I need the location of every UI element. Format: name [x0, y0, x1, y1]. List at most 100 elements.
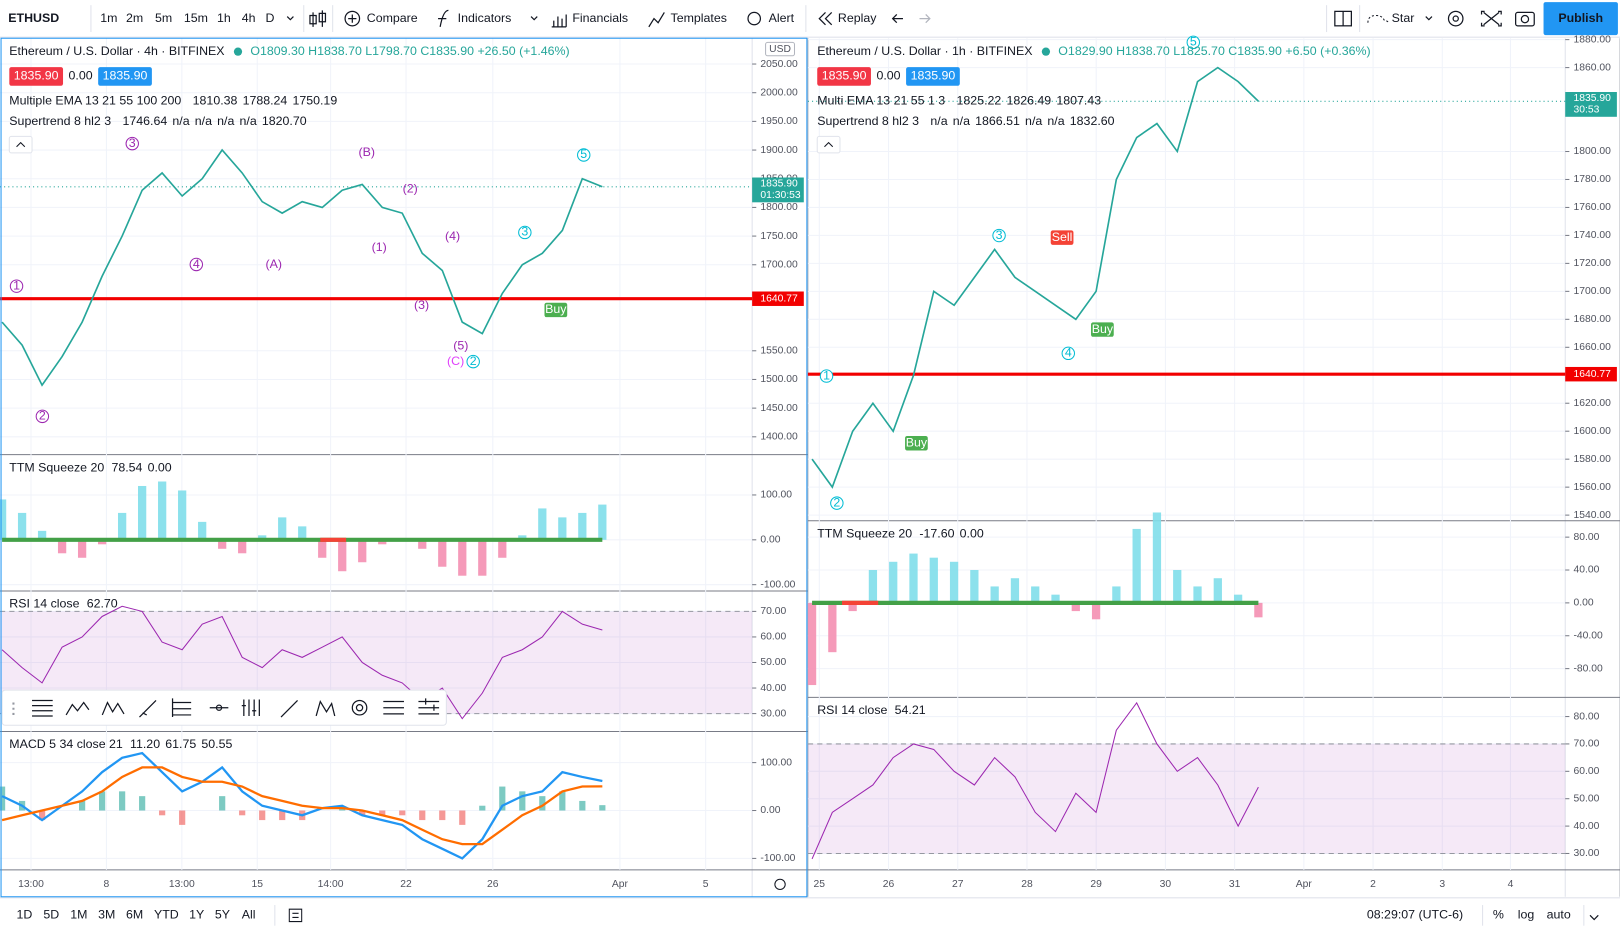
- ema-value: 1826.49: [1006, 94, 1051, 108]
- chart-type-icon[interactable]: [309, 10, 327, 27]
- bottom-dropdown[interactable]: [1589, 914, 1599, 921]
- y-tick-label: 1780.00: [1573, 174, 1611, 185]
- date-range-icon[interactable]: [288, 908, 303, 923]
- draw-tool[interactable]: [171, 698, 192, 718]
- macd-bar: [38, 810, 46, 821]
- macd-name: MACD 5 34 close 21: [9, 737, 123, 751]
- wave-circle: [518, 225, 532, 240]
- alert-icon[interactable]: [747, 11, 762, 26]
- symbol[interactable]: ETHUSD: [8, 11, 59, 25]
- settings-icon[interactable]: [1447, 10, 1464, 27]
- currency-tag: [765, 41, 796, 57]
- wave-circle: [819, 369, 834, 383]
- draw-tool[interactable]: [65, 701, 90, 716]
- draw-tool[interactable]: [383, 700, 404, 715]
- indicators-button[interactable]: Indicators: [458, 11, 512, 25]
- interval-button[interactable]: 1h: [217, 11, 231, 25]
- templates-icon[interactable]: [648, 12, 665, 28]
- draw-tool[interactable]: [139, 700, 157, 718]
- auto-toggle[interactable]: auto: [1547, 908, 1571, 922]
- interval-button[interactable]: D: [266, 11, 275, 25]
- wave-label: 3: [129, 136, 136, 150]
- publish-label[interactable]: Publish: [1558, 11, 1603, 25]
- bid[interactable]: 1835.90: [14, 69, 59, 83]
- macd-bar: [139, 796, 146, 811]
- financials-button[interactable]: Financials: [572, 11, 628, 25]
- macd-bar: [599, 805, 606, 811]
- snapshot-icon[interactable]: [1515, 11, 1535, 27]
- range-button[interactable]: 1Y: [189, 908, 204, 922]
- x-tick-label: 26: [883, 879, 895, 890]
- alert-button[interactable]: Alert: [769, 11, 795, 25]
- ema-value: 1825.22: [957, 94, 1002, 108]
- range-button[interactable]: All: [242, 908, 256, 922]
- percent-toggle[interactable]: %: [1493, 908, 1504, 922]
- undo-icon[interactable]: [891, 14, 903, 24]
- last-price-tag: [752, 177, 804, 203]
- draw-tool[interactable]: [101, 701, 125, 716]
- financials-icon[interactable]: [551, 14, 567, 28]
- ttm-value: 0.00: [960, 526, 984, 540]
- range-button[interactable]: 5D: [43, 908, 59, 922]
- rsi-name: RSI 14 close: [817, 703, 887, 717]
- draw-tool[interactable]: [315, 699, 336, 717]
- ask[interactable]: 1835.90: [103, 69, 148, 83]
- log-toggle[interactable]: log: [1518, 908, 1535, 922]
- ema-name: Multi EMA 13 21 55 1 3: [817, 94, 945, 108]
- range-button[interactable]: 3M: [98, 908, 115, 922]
- draw-tool[interactable]: [32, 699, 53, 717]
- range-button[interactable]: 6M: [126, 908, 143, 922]
- level-label: 1640.77: [1573, 369, 1611, 380]
- star-button[interactable]: Star: [1392, 11, 1415, 25]
- indicators-icon[interactable]: [438, 9, 449, 27]
- collapse-button[interactable]: [8, 135, 33, 154]
- range-button[interactable]: YTD: [154, 908, 179, 922]
- cloud-icon[interactable]: [1367, 14, 1390, 24]
- y-tick-label: 40.00: [1573, 565, 1599, 576]
- ttm-bar: [889, 561, 898, 603]
- dropdown-icon[interactable]: [530, 16, 538, 21]
- interval-button[interactable]: 5m: [155, 11, 172, 25]
- star-dropdown[interactable]: [1425, 16, 1433, 21]
- axis-settings-icon[interactable]: [774, 878, 786, 891]
- range-button[interactable]: 1M: [70, 908, 87, 922]
- spread: 0.00: [69, 69, 93, 83]
- ttm-bar: [1112, 586, 1121, 603]
- interval-button[interactable]: 4h: [242, 11, 256, 25]
- interval-button[interactable]: 2m: [126, 11, 143, 25]
- publish-button[interactable]: [1543, 2, 1618, 36]
- range-button[interactable]: 5Y: [215, 908, 230, 922]
- draw-tool[interactable]: [241, 699, 260, 716]
- collapse-icon[interactable]: [824, 141, 834, 148]
- interval-button[interactable]: 1m: [100, 11, 117, 25]
- draw-tool[interactable]: [280, 700, 298, 718]
- templates-button[interactable]: Templates: [671, 11, 727, 25]
- compare-icon[interactable]: [344, 10, 361, 27]
- collapse-icon[interactable]: [16, 141, 26, 148]
- draw-tool[interactable]: [418, 698, 440, 715]
- macd-bar: [99, 791, 106, 811]
- interval-button[interactable]: 15m: [184, 11, 208, 25]
- y-tick-label: 40.00: [1573, 821, 1599, 832]
- redo-icon[interactable]: [919, 14, 931, 24]
- bid[interactable]: 1835.90: [822, 69, 867, 83]
- x-tick-label: 13:00: [18, 879, 44, 890]
- collapse-button[interactable]: [816, 135, 841, 154]
- y-tick-label: 1900.00: [760, 145, 798, 156]
- compare-button[interactable]: Compare: [367, 11, 418, 25]
- ttm-bar: [518, 535, 527, 540]
- replay-icon[interactable]: [818, 11, 833, 26]
- toolbar-separators: [90, 5, 1361, 33]
- range-button[interactable]: 1D: [17, 908, 33, 922]
- draw-tool[interactable]: [351, 699, 368, 716]
- fullscreen-icon[interactable]: [1480, 10, 1502, 27]
- supertrend-name: Supertrend 8 hl2 3: [817, 114, 919, 128]
- ask[interactable]: 1835.90: [911, 69, 956, 83]
- macd-bar: [579, 800, 586, 811]
- macd-value: 11.20: [130, 737, 160, 751]
- replay-button[interactable]: Replay: [838, 11, 877, 25]
- interval-dropdown[interactable]: [286, 16, 294, 21]
- ttm-bar: [0, 499, 7, 540]
- ttm-bar: [558, 517, 567, 540]
